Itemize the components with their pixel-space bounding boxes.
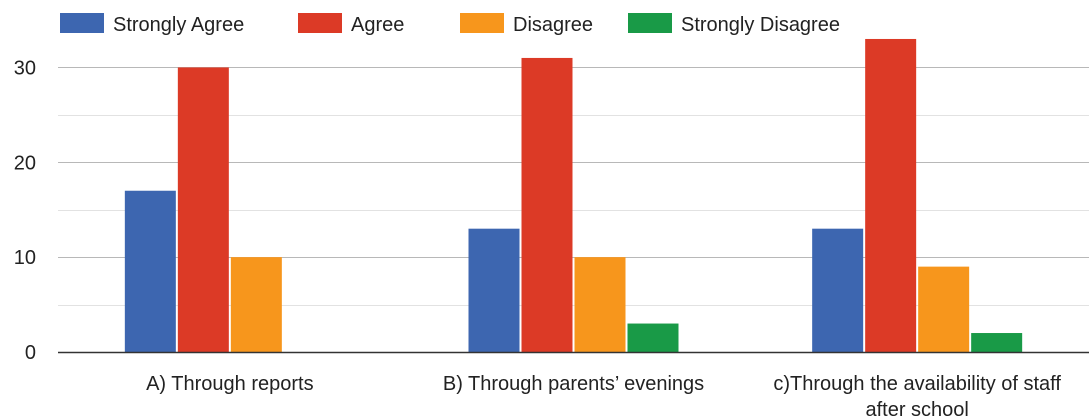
x-category-label: c)Through the availability of staff — [773, 373, 1061, 395]
bar-strongly-agree — [812, 228, 864, 352]
y-tick-label: 30 — [14, 57, 36, 79]
legend-label: Strongly Disagree — [681, 14, 840, 36]
legend-label: Agree — [351, 14, 404, 36]
bars — [124, 38, 1023, 352]
bar-disagree — [230, 257, 282, 352]
x-category-label: A) Through reports — [146, 373, 314, 395]
bar-agree — [177, 67, 229, 352]
y-axis-ticks: 0 10 20 30 — [14, 57, 36, 364]
gridlines — [58, 67, 1089, 306]
legend-swatch — [298, 13, 342, 33]
bar-strongly-disagree — [971, 333, 1023, 352]
bar-strongly-disagree — [627, 323, 679, 352]
legend-label: Strongly Agree — [113, 14, 244, 36]
bar-strongly-agree — [468, 228, 520, 352]
legend-swatch — [60, 13, 104, 33]
y-tick-label: 10 — [14, 247, 36, 269]
x-axis-labels: A) Through reports B) Through parents’ ev… — [146, 373, 1061, 419]
bar-disagree — [918, 266, 970, 352]
legend: Strongly Agree Agree Disagree Strongly Disa… — [60, 13, 840, 36]
bar-disagree — [574, 257, 626, 352]
bar-strongly-agree — [124, 190, 176, 352]
legend-label: Disagree — [513, 14, 593, 36]
y-tick-label: 0 — [25, 342, 36, 364]
bar-agree — [521, 57, 573, 352]
x-category-label: B) Through parents’ evenings — [443, 373, 704, 395]
bar-agree — [865, 38, 917, 352]
x-category-label: after school — [865, 399, 968, 419]
legend-swatch — [460, 13, 504, 33]
y-tick-label: 20 — [14, 152, 36, 174]
legend-swatch — [628, 13, 672, 33]
